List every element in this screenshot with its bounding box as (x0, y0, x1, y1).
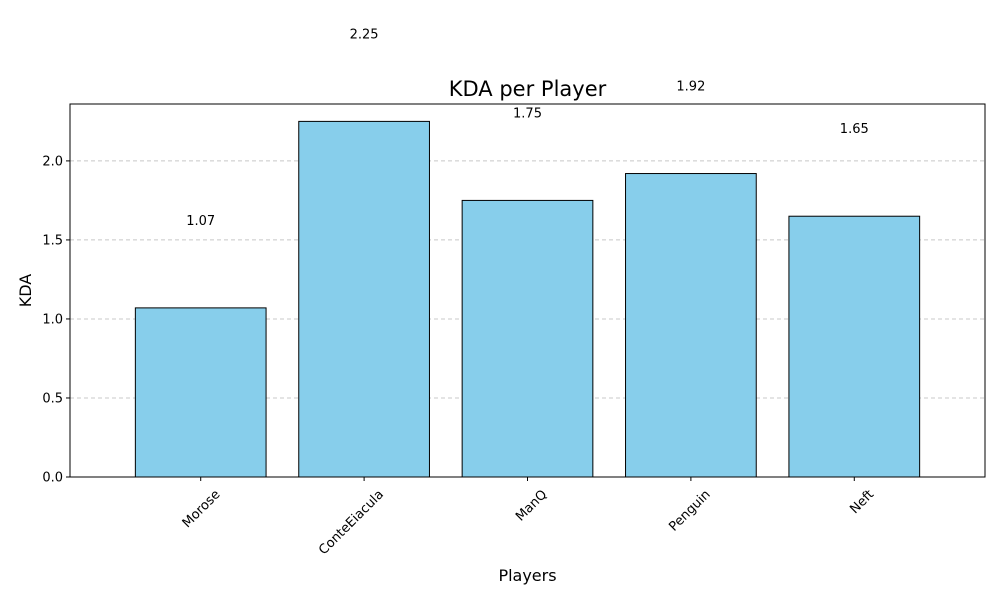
y-tick-label: 2.0 (42, 154, 63, 169)
y-tick-label: 0.0 (42, 471, 63, 486)
x-tick-label: Neft (847, 487, 877, 517)
x-axis-label: Players (498, 566, 556, 585)
data-label: 1.65 (840, 122, 869, 137)
data-label: 1.75 (513, 106, 542, 121)
x-tick-label: Morose (180, 487, 224, 531)
y-tick-label: 1.5 (42, 233, 63, 248)
x-axis-ticks: Morose ConteEiacula ManQ Penguin Neft (180, 477, 877, 558)
x-tick-label: ConteEiacula (316, 487, 387, 558)
y-axis-label: KDA (16, 274, 35, 308)
bar (134, 307, 267, 478)
bar (625, 173, 757, 478)
x-tick-label: Penguin (666, 487, 713, 534)
bar (461, 199, 594, 478)
bar (298, 120, 430, 478)
bars (134, 120, 921, 478)
data-label: 2.25 (350, 27, 379, 42)
data-labels: 1.07 2.25 1.75 1.92 1.65 (186, 27, 869, 229)
bar (788, 215, 921, 478)
chart-title: KDA per Player (449, 77, 607, 101)
y-axis-ticks: 0.0 0.5 1.0 1.5 2.0 (42, 154, 70, 486)
data-label: 1.92 (676, 80, 705, 95)
data-label: 1.07 (186, 214, 215, 229)
y-tick-label: 1.0 (42, 312, 63, 327)
y-tick-label: 0.5 (42, 391, 63, 406)
x-tick-label: ManQ (513, 487, 550, 524)
